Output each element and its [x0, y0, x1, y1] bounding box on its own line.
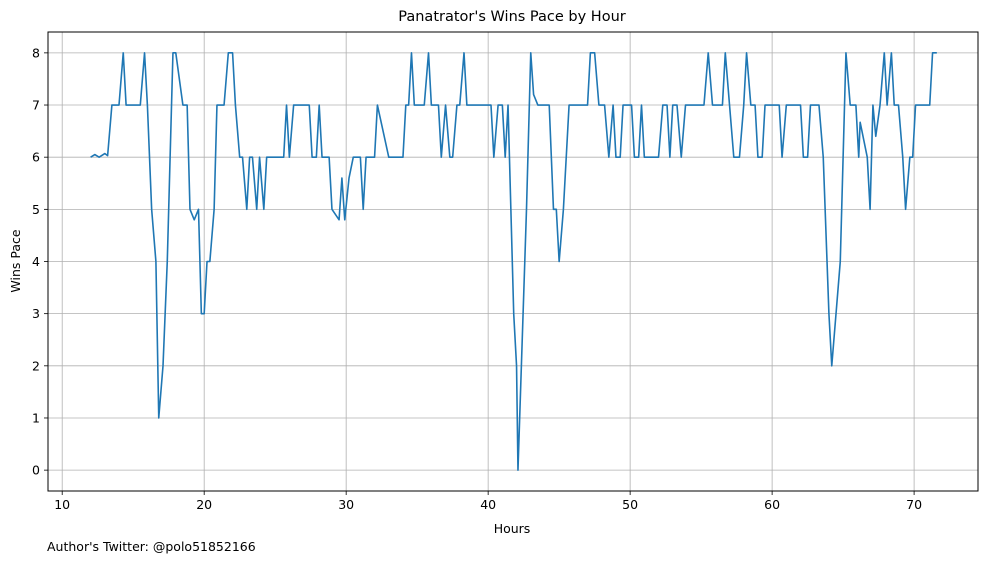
y-tick-label: 0 [32, 463, 40, 478]
x-tick-label: 10 [54, 497, 70, 512]
x-tick-label: 40 [480, 497, 496, 512]
author-footer: Author's Twitter: @polo51852166 [47, 539, 256, 554]
y-tick-label: 6 [32, 150, 40, 165]
y-axis-label: Wins Pace [8, 229, 23, 292]
x-tick-label: 30 [338, 497, 354, 512]
series-layer [90, 52, 937, 471]
x-tick-label: 60 [764, 497, 780, 512]
y-tick-label: 5 [32, 202, 40, 217]
y-tick-label: 2 [32, 358, 40, 373]
chart-title: Panatrator's Wins Pace by Hour [398, 9, 625, 25]
x-tick-label: 50 [622, 497, 638, 512]
x-tick-label: 70 [906, 497, 922, 512]
y-axis: 0 1 2 3 4 5 6 7 8 [32, 45, 48, 478]
x-axis: 10 20 30 40 50 60 70 [54, 491, 922, 512]
plot-frame [47, 31, 979, 492]
x-axis-label: Hours [494, 521, 531, 536]
y-tick-label: 1 [32, 410, 40, 425]
series-line-0 [90, 52, 937, 471]
y-tick-label: 8 [32, 45, 40, 60]
y-tick-label: 3 [32, 306, 40, 321]
y-tick-label: 7 [32, 98, 40, 113]
x-tick-label: 20 [196, 497, 212, 512]
y-tick-label: 4 [32, 254, 40, 269]
